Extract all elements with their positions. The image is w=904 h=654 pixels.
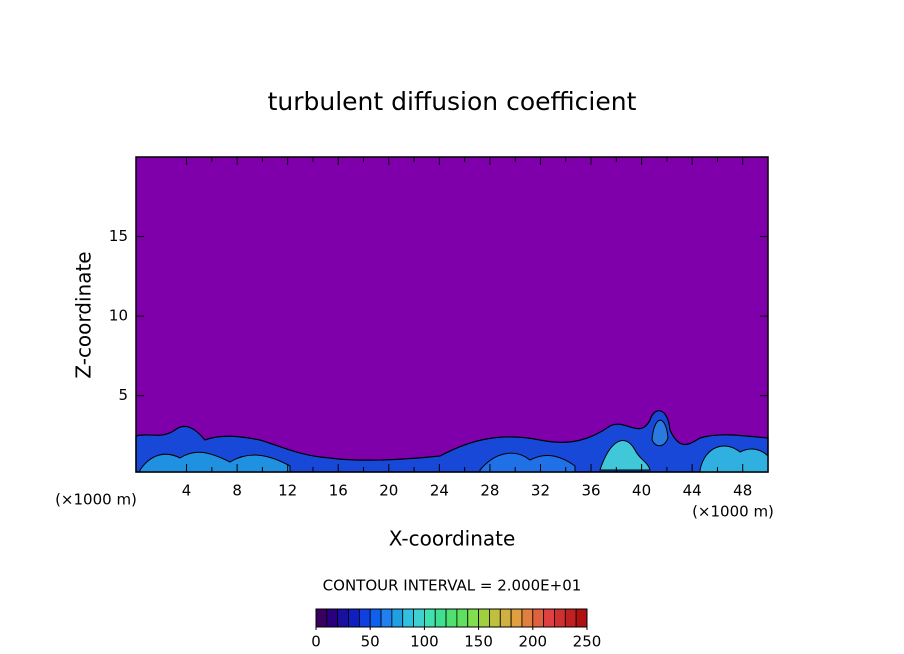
x-tick-label: 8	[232, 482, 242, 500]
colorbar-cell	[326, 608, 339, 628]
colorbar-tick-label: 50	[361, 633, 380, 651]
y-axis-label: Z-coordinate	[72, 251, 96, 378]
x-tick-label: 24	[430, 482, 449, 500]
colorbar-tick-label: 150	[464, 633, 493, 651]
colorbar-tick-label: 100	[410, 633, 439, 651]
colorbar-tick-label: 250	[573, 633, 602, 651]
colorbar-cell	[554, 608, 566, 628]
colorbar-cell	[575, 608, 588, 628]
colorbar-cell	[543, 608, 555, 628]
plot-area	[136, 157, 768, 472]
colorbar-cell	[532, 608, 545, 628]
x-tick-label: 20	[379, 482, 398, 500]
colorbar-cell	[564, 608, 577, 628]
colorbar-cell	[467, 608, 480, 628]
colorbar-cell	[434, 608, 447, 628]
x-tick-label: 16	[329, 482, 348, 500]
colorbar-cell	[315, 608, 328, 628]
colorbar-cell	[402, 608, 414, 628]
colorbar-cell	[391, 608, 404, 628]
colorbar-tick-label: 0	[311, 633, 321, 651]
y-tick-label: 15	[109, 227, 128, 245]
y-tick-label: 5	[118, 386, 128, 404]
contour-interval: CONTOUR INTERVAL = 2.000E+01	[323, 577, 582, 595]
y-tick-label: 10	[109, 307, 128, 325]
x-unit-label: (×1000 m)	[55, 491, 137, 509]
x-tick-label: 4	[182, 482, 192, 500]
colorbar-cell	[358, 608, 371, 628]
x-tick-label: 32	[531, 482, 550, 500]
colorbar-cell	[380, 608, 393, 628]
turbulence-field	[135, 410, 769, 473]
colorbar-tick-label: 200	[518, 633, 547, 651]
colorbar-cell	[510, 608, 523, 628]
colorbar-frame	[315, 608, 588, 628]
colorbar-cell	[521, 608, 534, 628]
colorbar-cell	[456, 608, 469, 628]
x-tick-label: 12	[278, 482, 297, 500]
colorbar-cell	[499, 608, 512, 628]
x-axis-label: X-coordinate	[389, 527, 516, 551]
colorbar-cell	[337, 608, 349, 628]
colorbar-cell	[489, 608, 501, 628]
x-tick-label: 40	[632, 482, 651, 500]
colorbar-cell	[478, 608, 490, 628]
x-unit-label: (×1000 m)	[692, 503, 774, 521]
x-tick-label: 44	[683, 482, 702, 500]
colorbar-cell	[423, 608, 436, 628]
x-tick-label: 36	[581, 482, 600, 500]
x-tick-label: 28	[480, 482, 499, 500]
plot-frame	[135, 156, 769, 473]
colorbar-cell	[348, 608, 360, 628]
colorbar-cell	[369, 608, 382, 628]
chart-title: turbulent diffusion coefficient	[268, 87, 637, 116]
colorbar-cell	[413, 608, 425, 628]
x-tick-label: 48	[733, 482, 752, 500]
colorbar-cell	[445, 608, 458, 628]
